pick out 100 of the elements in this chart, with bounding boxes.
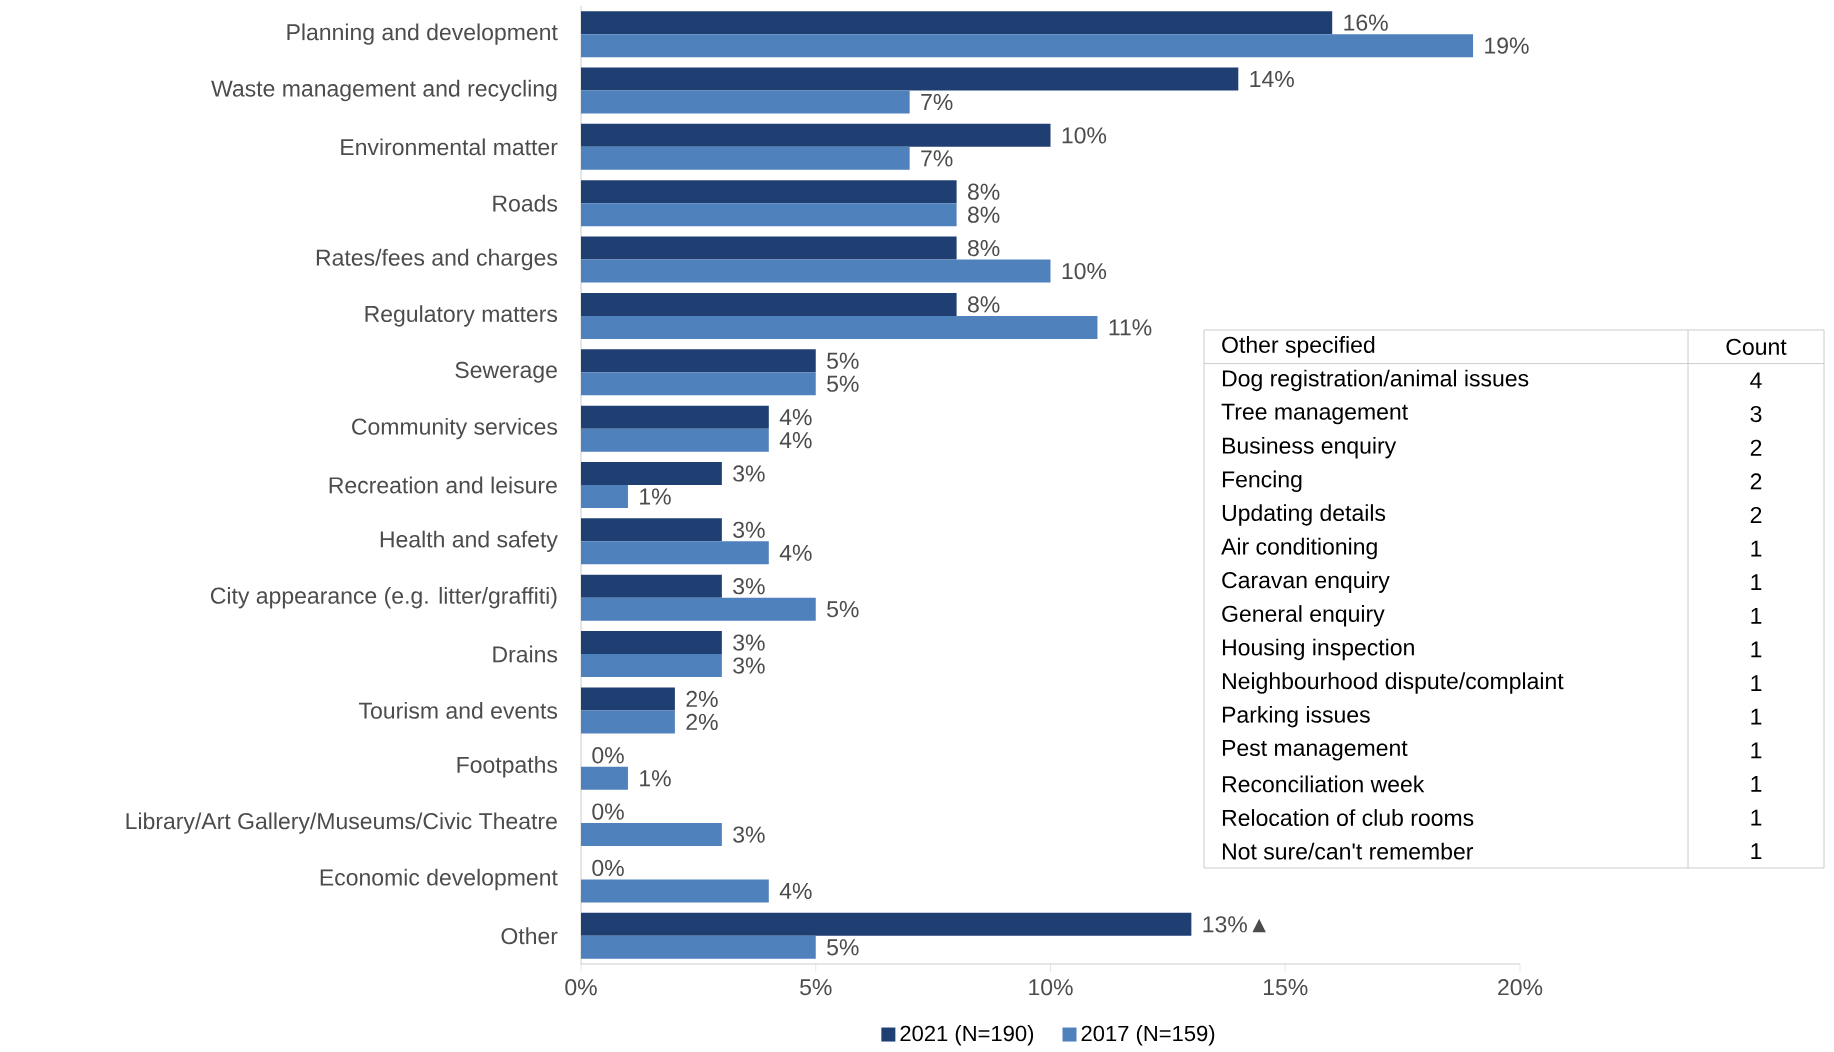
category-label: Business enquiry <box>1222 436 1397 459</box>
data-label: 8% <box>968 239 1000 257</box>
category-label: Dog registration/animal issues <box>1222 369 1529 392</box>
category-label: General enquiry <box>1222 605 1385 627</box>
data-label: 4% <box>779 432 812 449</box>
data-label: 1 <box>1751 675 1762 691</box>
y-tick-label: Recreation and leisure <box>329 476 557 494</box>
data-label: 19% <box>1485 37 1529 54</box>
legend-label: 2017 (N=159) <box>1081 1025 1215 1046</box>
bar <box>581 90 910 114</box>
data-label: 2 <box>1750 473 1762 490</box>
y-tick-label: Community services <box>352 417 558 440</box>
data-label: 1 <box>1751 708 1762 725</box>
data-label: 1 <box>1751 843 1762 860</box>
bar <box>581 123 1051 147</box>
category-label: Relocation of club rooms <box>1222 809 1474 826</box>
data-label: 4% <box>779 409 812 426</box>
legend-label: 2021 (N=190) <box>900 1025 1034 1046</box>
category-label: Fencing <box>1222 470 1302 493</box>
y-tick-label: Sewerage <box>455 361 557 383</box>
y-tick-label: Economic development <box>320 868 558 891</box>
x-tick-label: 5% <box>800 979 832 996</box>
data-label: 5% <box>827 352 859 369</box>
bar <box>581 315 1098 339</box>
bar <box>581 180 957 204</box>
y-tick-label: Waste management and recycling <box>211 79 557 102</box>
data-label: 1 <box>1751 574 1762 591</box>
y-tick-label: Regulatory matters <box>365 305 558 327</box>
y-tick-label: Health and safety <box>380 530 558 553</box>
bar <box>581 597 816 621</box>
data-label: 3% <box>733 465 765 482</box>
x-tick-label: 15% <box>1264 979 1308 996</box>
data-label: 8% <box>968 206 1000 223</box>
bar <box>581 405 769 429</box>
data-label: 5% <box>827 939 859 956</box>
data-label: 2% <box>686 690 718 707</box>
data-label: 4 <box>1750 372 1762 389</box>
data-label: 10% <box>1062 127 1107 144</box>
category-label: Reconciliation week <box>1222 775 1425 793</box>
bar <box>581 484 628 508</box>
bar <box>581 879 769 903</box>
x-tick-label: 10% <box>1029 979 1073 996</box>
bar <box>581 292 957 316</box>
data-label: 8% <box>968 183 1000 200</box>
data-label: 0% <box>592 747 624 764</box>
bar <box>581 710 675 734</box>
y-tick-label: Footpaths <box>457 756 558 778</box>
data-label: 16% <box>1344 14 1388 31</box>
bar <box>581 631 722 655</box>
data-label: 1% <box>640 488 671 505</box>
category-label: Housing inspection <box>1222 638 1414 661</box>
y-tick-label: Library/Art Gallery/Museums/Civic Theatre <box>126 812 557 834</box>
bar <box>581 428 769 452</box>
text: Count <box>1726 338 1787 355</box>
data-label: 3% <box>733 634 765 651</box>
bar <box>581 823 722 847</box>
bar <box>581 34 1474 58</box>
data-label: 0% <box>592 859 624 877</box>
data-label: 8% <box>968 296 1000 313</box>
data-label: 10% <box>1062 262 1107 280</box>
category-label: Caravan enquiry <box>1222 571 1390 593</box>
x-tick-label: 0% <box>565 979 597 996</box>
data-label: 4% <box>779 544 812 561</box>
y-tick-label: Planning and development <box>287 23 558 45</box>
data-label: 1 <box>1751 776 1762 792</box>
category-label: Air conditioning <box>1221 537 1377 560</box>
category-label: Not sure/can't remember <box>1222 842 1474 860</box>
data-label: 7% <box>921 150 953 167</box>
bar <box>581 461 722 485</box>
bar <box>581 67 1239 91</box>
category-label: Parking issues <box>1222 705 1370 728</box>
data-label: 5% <box>827 375 859 392</box>
y-tick-label: Tourism and events <box>359 701 558 719</box>
bar <box>581 766 628 790</box>
bar <box>581 912 1192 936</box>
annotation: Other specified <box>1222 336 1375 358</box>
bar <box>581 687 675 711</box>
y-tick-label: Other <box>501 927 558 945</box>
bar <box>581 654 722 678</box>
bar <box>581 935 816 959</box>
data-label: 1 <box>1751 540 1762 557</box>
bar <box>581 541 769 565</box>
bar <box>581 203 957 227</box>
x-tick-label: 20% <box>1498 979 1543 996</box>
data-label: 7% <box>921 93 953 111</box>
data-label: 0% <box>592 803 624 820</box>
data-label: 13%▲ <box>1203 916 1266 933</box>
data-label: 3 <box>1750 405 1762 423</box>
y-tick-label: Rates/fees and charges <box>316 248 558 271</box>
category-label: Pest management <box>1222 740 1408 761</box>
data-label: 2% <box>686 713 718 730</box>
bar <box>581 518 722 542</box>
bar <box>581 146 910 170</box>
data-label: 11% <box>1109 319 1152 336</box>
data-label: 14% <box>1250 70 1294 88</box>
bar <box>581 372 816 396</box>
data-label: 2 <box>1750 506 1762 523</box>
bar <box>581 259 1051 283</box>
y-tick-label: Drains <box>493 645 558 663</box>
category-label: Updating details <box>1222 504 1386 526</box>
